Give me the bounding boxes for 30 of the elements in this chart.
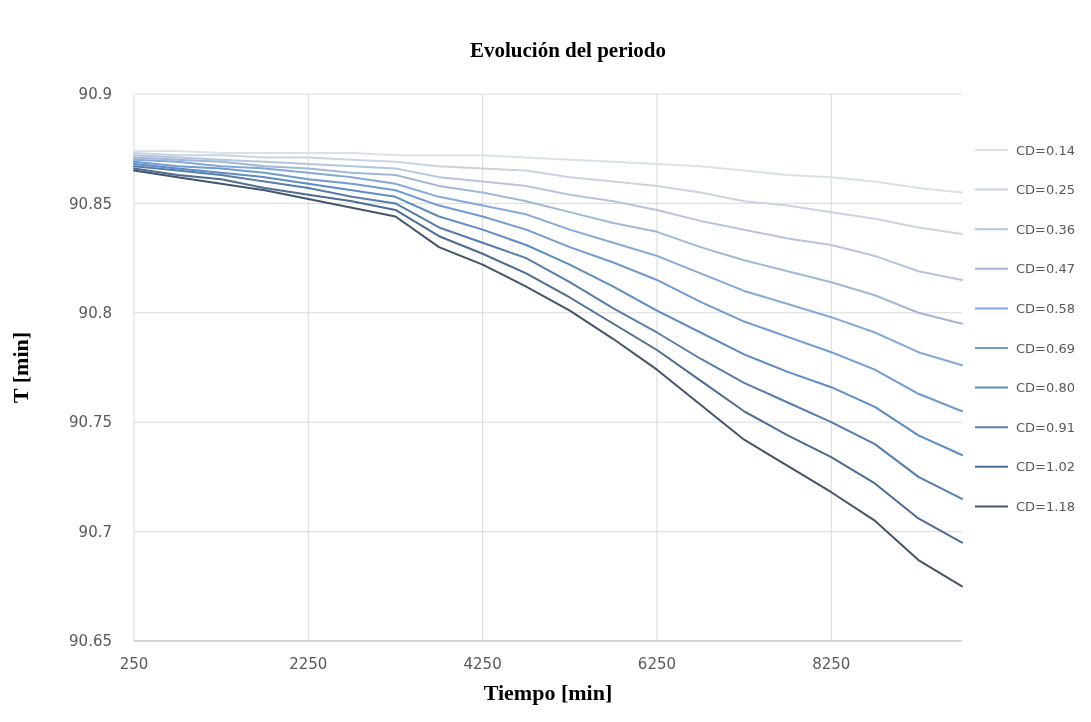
x-axis-title: Tiempo [min] — [483, 680, 613, 705]
legend-label: CD=1.02 — [1016, 459, 1075, 475]
y-tick-label: 90.65 — [69, 632, 112, 651]
legend-label: CD=0.80 — [1016, 380, 1075, 396]
line-series — [133, 154, 963, 281]
legend-label: CD=0.47 — [1016, 261, 1075, 277]
legend-label: CD=0.69 — [1016, 340, 1075, 356]
chart-title: Evolución del periodo — [469, 38, 667, 62]
x-tick-label: 8250 — [812, 655, 851, 673]
y-tick-label: 90.7 — [78, 522, 112, 541]
line-series — [133, 149, 963, 194]
y-tick-label: 90.8 — [78, 304, 112, 323]
x-tick-label: 250 — [119, 655, 149, 673]
legend-label: CD=0.36 — [1016, 221, 1075, 237]
line-series — [133, 158, 963, 367]
legend-label: CD=1.18 — [1016, 498, 1075, 514]
legend-label: CD=0.91 — [1016, 419, 1075, 435]
line-series — [133, 156, 963, 325]
legend-label: CD=0.14 — [1016, 142, 1075, 158]
y-tick-label: 90.85 — [69, 194, 112, 213]
y-tick-label: 90.75 — [69, 413, 112, 432]
legend-label: CD=0.58 — [1016, 300, 1075, 316]
x-tick-label: 4250 — [463, 655, 502, 673]
y-tick-label: 90.9 — [78, 85, 112, 104]
legend-label: CD=0.25 — [1016, 182, 1075, 198]
x-tick-label: 2250 — [289, 655, 328, 673]
line-series — [133, 160, 963, 413]
y-axis-title: T [min] — [8, 331, 33, 404]
line-series — [133, 152, 963, 236]
x-tick-label: 6250 — [637, 655, 677, 673]
